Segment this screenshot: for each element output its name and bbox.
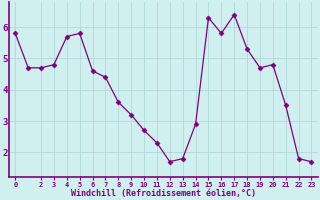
X-axis label: Windchill (Refroidissement éolien,°C): Windchill (Refroidissement éolien,°C) bbox=[71, 189, 256, 198]
